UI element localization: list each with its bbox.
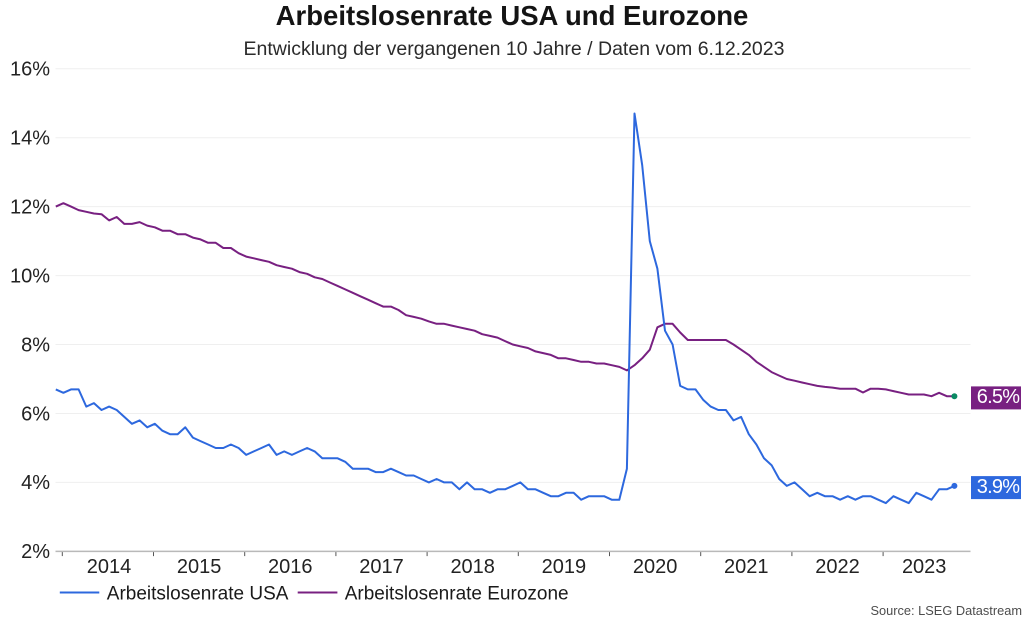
- svg-text:16%: 16%: [10, 59, 50, 81]
- svg-text:2023: 2023: [902, 556, 947, 578]
- svg-text:2019: 2019: [542, 556, 587, 578]
- svg-text:3.9%: 3.9%: [977, 476, 1020, 498]
- svg-text:2015: 2015: [177, 556, 222, 578]
- svg-text:14%: 14%: [10, 128, 50, 150]
- svg-text:2%: 2%: [21, 541, 50, 563]
- svg-text:2021: 2021: [724, 556, 769, 578]
- svg-text:2016: 2016: [268, 556, 313, 578]
- svg-text:2020: 2020: [633, 556, 678, 578]
- svg-text:Arbeitslosenrate Eurozone: Arbeitslosenrate Eurozone: [345, 584, 569, 605]
- svg-text:2017: 2017: [359, 556, 404, 578]
- svg-text:6.5%: 6.5%: [977, 386, 1020, 408]
- svg-text:2018: 2018: [450, 556, 495, 578]
- svg-text:Arbeitslosenrate USA und Euroz: Arbeitslosenrate USA und Eurozone: [276, 0, 749, 31]
- svg-text:Source: LSEG Datastream: Source: LSEG Datastream: [871, 603, 1023, 618]
- svg-text:2014: 2014: [87, 556, 132, 578]
- svg-text:Arbeitslosenrate USA: Arbeitslosenrate USA: [107, 584, 289, 605]
- svg-text:6%: 6%: [21, 403, 50, 425]
- svg-text:4%: 4%: [21, 472, 50, 494]
- svg-text:10%: 10%: [10, 265, 50, 287]
- svg-text:2022: 2022: [815, 556, 860, 578]
- svg-text:Entwicklung der vergangenen 10: Entwicklung der vergangenen 10 Jahre / D…: [244, 38, 785, 60]
- svg-text:12%: 12%: [10, 196, 50, 218]
- svg-text:8%: 8%: [21, 334, 50, 356]
